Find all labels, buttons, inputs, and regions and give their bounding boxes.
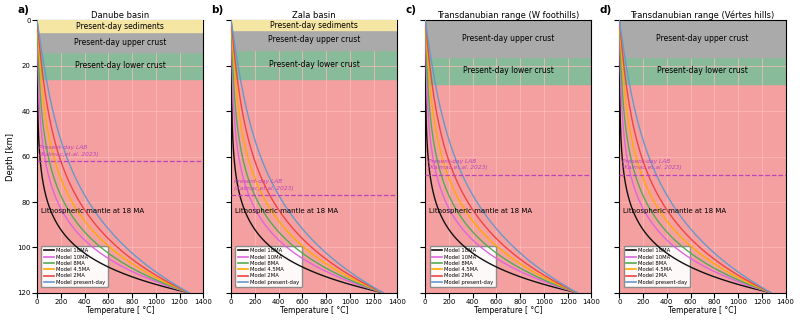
Bar <box>37 21 203 32</box>
Bar <box>619 57 786 84</box>
Title: Transdanubian range (W foothills): Transdanubian range (W foothills) <box>438 11 579 20</box>
Text: Present-day lower crust: Present-day lower crust <box>74 61 166 70</box>
Text: Present-day LAB
(Kalmac,et.al. 2023): Present-day LAB (Kalmac,et.al. 2023) <box>39 145 99 157</box>
Text: Present-day lower crust: Present-day lower crust <box>269 60 360 69</box>
Text: Lithospheric mantle at 18 MA: Lithospheric mantle at 18 MA <box>429 208 532 214</box>
Text: Present-day upper crust: Present-day upper crust <box>462 34 554 43</box>
Text: Present-day lower crust: Present-day lower crust <box>463 66 554 75</box>
X-axis label: Temperature [ °C]: Temperature [ °C] <box>86 307 154 316</box>
Title: Danube basin: Danube basin <box>91 11 150 20</box>
Legend: Model 18MA, Model 10MA, Model 8MA, Model 4.5MA, Model 2MA, Model present-day: Model 18MA, Model 10MA, Model 8MA, Model… <box>624 246 690 287</box>
Text: a): a) <box>17 5 29 15</box>
Text: Present-day upper crust: Present-day upper crust <box>74 38 166 47</box>
Bar <box>231 21 398 50</box>
Text: Present-day LAB
(Kalmac,et.al. 2023): Present-day LAB (Kalmac,et.al. 2023) <box>234 179 293 191</box>
Title: Transdanubian range (Vértes hills): Transdanubian range (Vértes hills) <box>630 10 774 20</box>
X-axis label: Temperature [ °C]: Temperature [ °C] <box>668 307 737 316</box>
Text: Present-day sediments: Present-day sediments <box>76 22 164 31</box>
Title: Zala basin: Zala basin <box>293 11 336 20</box>
Text: c): c) <box>406 5 416 15</box>
Bar <box>37 21 203 52</box>
Text: Present-day upper crust: Present-day upper crust <box>268 35 361 44</box>
Y-axis label: Depth [km]: Depth [km] <box>6 133 14 181</box>
X-axis label: Temperature [ °C]: Temperature [ °C] <box>280 307 349 316</box>
Text: Present-day sediments: Present-day sediments <box>270 21 358 30</box>
Text: b): b) <box>211 5 223 15</box>
Legend: Model 18MA, Model 10MA, Model 8MA, Model 4.5MA, Model 2MA, Model present-day: Model 18MA, Model 10MA, Model 8MA, Model… <box>235 246 302 287</box>
Bar <box>426 57 591 84</box>
Text: d): d) <box>599 5 612 15</box>
Bar <box>426 21 591 57</box>
Bar <box>231 21 398 30</box>
Bar <box>37 52 203 80</box>
Text: Lithospheric mantle at 18 MA: Lithospheric mantle at 18 MA <box>41 208 144 214</box>
Text: Present-day lower crust: Present-day lower crust <box>657 66 748 75</box>
Text: Present-day LAB
(Kalmac,et.al. 2023): Present-day LAB (Kalmac,et.al. 2023) <box>428 159 487 170</box>
Bar <box>619 21 786 57</box>
Text: Lithospheric mantle at 18 MA: Lithospheric mantle at 18 MA <box>234 208 338 214</box>
Text: Lithospheric mantle at 18 MA: Lithospheric mantle at 18 MA <box>623 208 726 214</box>
Text: Present-day LAB
(Kalmac,et.al. 2023): Present-day LAB (Kalmac,et.al. 2023) <box>622 159 682 170</box>
Legend: Model 18MA, Model 10MA, Model 8MA, Model 4.5MA, Model 2MA, Model present-day: Model 18MA, Model 10MA, Model 8MA, Model… <box>430 246 496 287</box>
Text: Present-day upper crust: Present-day upper crust <box>656 34 749 43</box>
X-axis label: Temperature [ °C]: Temperature [ °C] <box>474 307 542 316</box>
Bar <box>231 50 398 80</box>
Legend: Model 18MA, Model 10MA, Model 8MA, Model 4.5MA, Model 2MA, Model present-day: Model 18MA, Model 10MA, Model 8MA, Model… <box>42 246 107 287</box>
